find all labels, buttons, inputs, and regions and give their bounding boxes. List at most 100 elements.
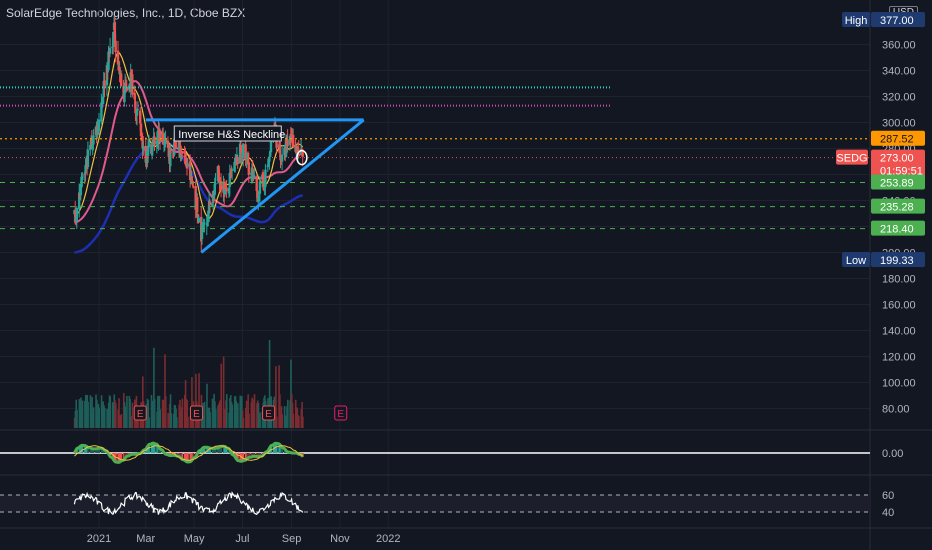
volume-bar — [198, 373, 200, 428]
candle-body — [191, 181, 194, 185]
candle-body — [242, 143, 245, 158]
candle-body — [117, 64, 121, 67]
macd-histogram-bar — [148, 443, 150, 453]
candle-body — [146, 145, 150, 156]
volume-bar — [290, 359, 292, 428]
volume-bar — [275, 366, 277, 428]
price-tag-box — [871, 130, 925, 146]
candle-body — [255, 175, 258, 191]
earnings-marker-label: E — [265, 409, 272, 420]
candle-body — [219, 180, 223, 191]
volume-bar — [248, 413, 250, 428]
volume-bar — [148, 417, 150, 428]
volume-bar — [129, 398, 131, 428]
volume-bar — [247, 394, 249, 428]
candle-body — [83, 173, 86, 176]
candle-body — [268, 151, 272, 155]
candle-body — [225, 187, 228, 192]
candle-body — [203, 222, 206, 224]
candle-body — [184, 157, 188, 167]
candle-body — [86, 149, 90, 167]
candle-body — [131, 74, 134, 95]
candle-body — [142, 146, 145, 151]
candle-body — [202, 224, 205, 226]
candle-body — [97, 119, 101, 132]
candle-body — [207, 200, 211, 213]
candle-body — [278, 142, 281, 153]
candle-body — [107, 51, 110, 70]
volume-bar — [222, 356, 225, 428]
rsi-tick-label: 40 — [882, 507, 894, 519]
rising-trendline — [200, 118, 365, 254]
volume-bar — [84, 394, 87, 428]
macd-signal-line — [74, 445, 304, 461]
candle-body — [245, 157, 249, 159]
macd-histogram-bar — [192, 453, 195, 459]
macd-histogram-bar — [275, 442, 278, 453]
candle-body — [267, 160, 270, 167]
candle-body — [91, 143, 94, 146]
macd-histogram-bar — [115, 453, 117, 464]
candle-body — [113, 22, 117, 43]
candle-body — [286, 139, 289, 147]
volume-bar — [81, 400, 84, 428]
price-tag-label: SEDG — [836, 153, 867, 165]
candle-body — [228, 173, 231, 188]
macd-histogram-bar — [159, 448, 162, 453]
candle-body — [301, 149, 304, 157]
y-tick-label: 120.00 — [882, 352, 916, 364]
candle-body — [214, 183, 217, 185]
y-tick-label: 300.00 — [882, 118, 916, 130]
y-tick-label: 100.00 — [882, 378, 916, 390]
rsi-line — [73, 491, 304, 516]
x-tick-label: 2022 — [376, 533, 400, 545]
volume-bar — [164, 396, 167, 428]
candle-body — [130, 69, 133, 77]
volume-bar — [131, 402, 134, 428]
earnings-marker — [189, 405, 203, 421]
y-tick-label: 340.00 — [882, 66, 916, 78]
macd-histogram-bar — [92, 448, 95, 453]
volume-bar — [191, 377, 193, 428]
candle-body — [139, 110, 142, 124]
volume-bar — [209, 412, 211, 428]
earnings-marker-label: E — [137, 409, 144, 420]
candle-body — [139, 123, 143, 137]
volume-bar — [195, 373, 197, 428]
neckline-label: Inverse H&S Neckline — [178, 129, 285, 141]
candle-body — [201, 225, 205, 227]
volume-bar — [225, 394, 228, 428]
candle-body — [253, 175, 256, 177]
macd-histogram-bar — [87, 446, 89, 453]
candle-body — [79, 183, 82, 196]
candle-body — [211, 191, 215, 201]
volume-bar — [220, 363, 223, 428]
candle-body — [136, 108, 140, 110]
candle-body — [244, 144, 247, 160]
candle-body — [288, 136, 292, 145]
candle-body — [268, 156, 271, 162]
price-tag-value: 377.00 — [880, 15, 914, 27]
candle-body — [90, 138, 94, 147]
macd-histogram-bar — [209, 447, 211, 453]
volume-bar — [153, 347, 155, 428]
volume-bar — [153, 398, 156, 428]
volume-bar — [176, 417, 178, 428]
candle-body — [186, 163, 189, 167]
candle-body — [211, 202, 214, 207]
macd-histogram-bar — [242, 453, 245, 462]
candle-body — [246, 158, 250, 165]
volume-bar — [151, 400, 154, 428]
macd-histogram-bar — [281, 446, 284, 453]
macd-histogram-bar — [181, 453, 184, 461]
candle-body — [145, 157, 148, 165]
candle-body — [213, 184, 216, 196]
volume-bar — [242, 417, 245, 428]
candle-body — [129, 72, 132, 89]
candle-body — [227, 187, 231, 194]
volume-bar — [126, 395, 128, 428]
earnings-marker — [334, 405, 348, 421]
price-tag-value: 235.28 — [880, 202, 914, 214]
x-tick-label: Jul — [235, 533, 249, 545]
